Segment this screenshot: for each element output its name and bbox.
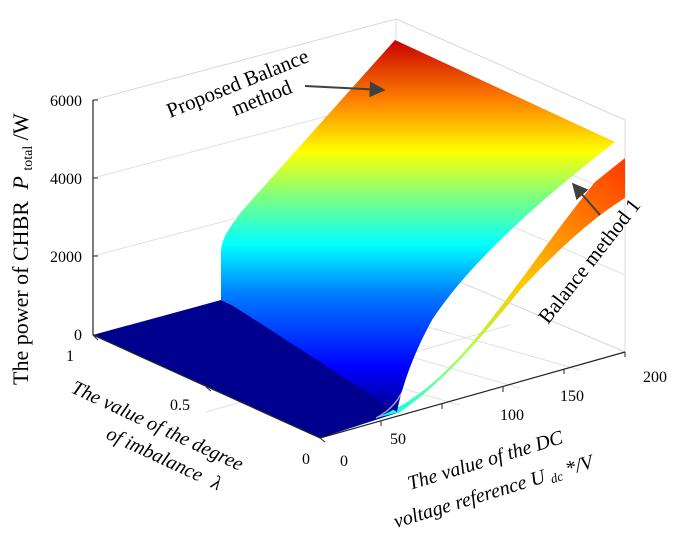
z-axis-label: The power of CHBR P total /W	[8, 113, 37, 385]
surfaces	[93, 40, 625, 438]
x-tick-label: 0	[302, 451, 310, 468]
tick-labels: 0 2000 4000 6000 1 0.5 0 0 50 100 150 20…	[50, 93, 667, 470]
z-tick-label: 4000	[50, 171, 82, 188]
z-tick-label: 6000	[50, 93, 82, 110]
y-tick-label: 150	[560, 388, 584, 405]
annotation-method1-arrow	[571, 182, 601, 216]
surface-method1-band	[376, 158, 625, 418]
y-tick-label: 0	[340, 453, 348, 470]
surface-flat-region	[93, 300, 400, 438]
surface-front-edge	[375, 297, 453, 419]
y-axis-label-line2-sub: dc	[549, 468, 565, 486]
x-tick-label: 0.5	[170, 397, 190, 414]
z-axis-label-subscript: total	[21, 146, 36, 171]
x-axis-label-symbol: λ	[207, 471, 225, 495]
y-axis-label: The value of the DC voltage reference U …	[391, 426, 599, 532]
axis-lines	[92, 100, 626, 439]
z-tick-label: 2000	[50, 249, 82, 266]
x-tick-label: 1	[66, 348, 74, 365]
y-axis-label-line2-suffix: */V	[563, 450, 599, 480]
surface-proposed-method	[221, 40, 615, 412]
annotation-proposed-arrow	[304, 81, 386, 98]
y-tick-label: 200	[643, 369, 667, 386]
x-axis-label: The value of the degree of imbalance λ	[68, 377, 247, 496]
tick-marks	[92, 99, 626, 443]
z-axis-label-symbol: P	[8, 176, 33, 190]
y-tick-label: 100	[500, 407, 524, 424]
z-axis-label-unit: /W	[8, 113, 33, 140]
z-axis-label-main: The power of CHBR	[8, 201, 33, 385]
y-tick-label: 50	[390, 431, 406, 448]
z-tick-label: 0	[74, 327, 82, 344]
